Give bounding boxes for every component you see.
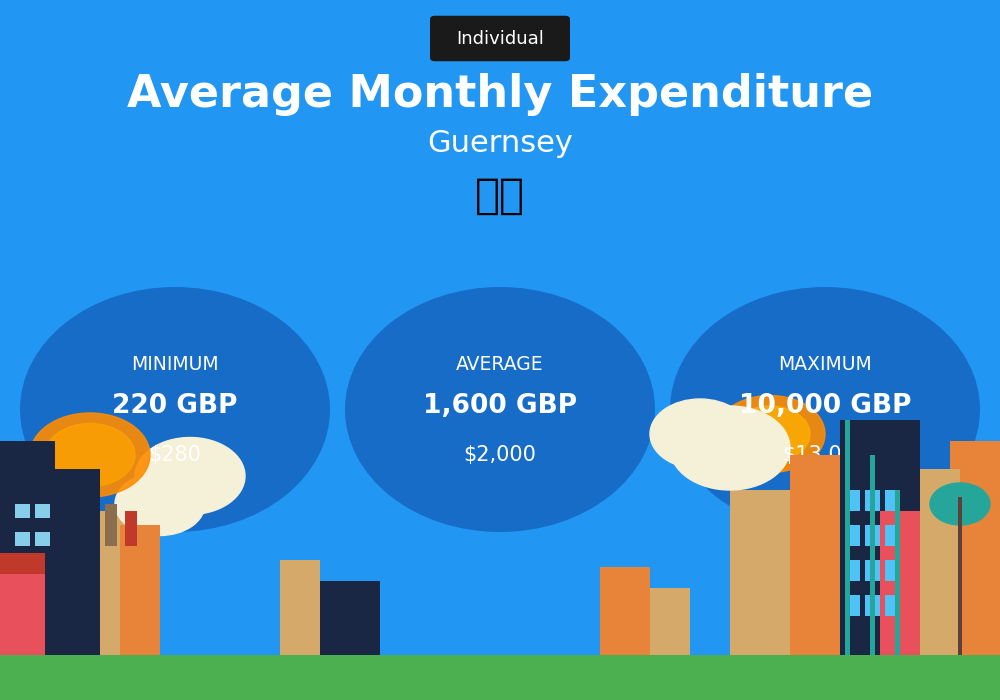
Text: 1,600 GBP: 1,600 GBP [423, 393, 577, 419]
Bar [35, 532, 50, 546]
Bar [865, 525, 880, 546]
Circle shape [930, 483, 990, 525]
Bar [730, 490, 810, 665]
Bar [845, 560, 860, 581]
Bar [50, 469, 100, 665]
Bar [958, 497, 962, 665]
Bar [105, 504, 117, 546]
Bar [880, 511, 935, 665]
Text: 10,000 GBP: 10,000 GBP [739, 393, 911, 419]
Bar [0, 553, 45, 574]
Text: $13,000: $13,000 [782, 445, 868, 465]
Bar [0, 539, 65, 665]
Text: 🇬🇧: 🇬🇧 [475, 175, 525, 217]
Bar [885, 560, 900, 581]
Bar [0, 567, 45, 665]
Circle shape [30, 413, 150, 497]
Text: MAXIMUM: MAXIMUM [778, 354, 872, 374]
Bar [600, 567, 650, 665]
Circle shape [115, 473, 205, 536]
Bar [885, 525, 900, 546]
Ellipse shape [20, 287, 330, 532]
Text: Individual: Individual [456, 29, 544, 48]
Bar [280, 560, 320, 665]
Bar [35, 504, 50, 518]
Bar [885, 490, 900, 511]
Circle shape [715, 395, 825, 472]
Bar [895, 490, 900, 665]
Circle shape [670, 406, 790, 490]
FancyBboxPatch shape [430, 15, 570, 62]
Bar [0, 654, 1000, 672]
Bar [865, 595, 880, 616]
Bar [840, 420, 920, 665]
Bar [90, 511, 145, 665]
Bar [15, 532, 30, 546]
Bar [950, 441, 1000, 665]
Bar [0, 406, 1000, 672]
Bar [845, 490, 860, 511]
Bar [865, 560, 880, 581]
Text: $280: $280 [149, 445, 201, 465]
Bar [15, 504, 30, 518]
Bar [790, 455, 850, 665]
Text: 220 GBP: 220 GBP [112, 393, 238, 419]
Bar [0, 441, 55, 665]
Bar [125, 511, 137, 546]
Bar [845, 420, 850, 665]
Circle shape [45, 424, 135, 486]
Bar [865, 490, 880, 511]
Bar [0, 665, 1000, 700]
Bar [320, 581, 380, 665]
Text: Guernsey: Guernsey [427, 129, 573, 158]
Bar [845, 525, 860, 546]
Circle shape [135, 438, 245, 514]
Bar [120, 525, 160, 665]
Bar [845, 595, 860, 616]
Ellipse shape [670, 287, 980, 532]
Bar [870, 455, 875, 665]
Text: $2,000: $2,000 [464, 445, 536, 465]
Bar [650, 588, 690, 665]
Ellipse shape [345, 287, 655, 532]
Text: AVERAGE: AVERAGE [456, 354, 544, 374]
Bar [920, 469, 960, 665]
Text: Average Monthly Expenditure: Average Monthly Expenditure [127, 73, 873, 116]
Circle shape [730, 406, 810, 462]
Text: MINIMUM: MINIMUM [131, 354, 219, 374]
Circle shape [650, 399, 750, 469]
Bar [885, 595, 900, 616]
